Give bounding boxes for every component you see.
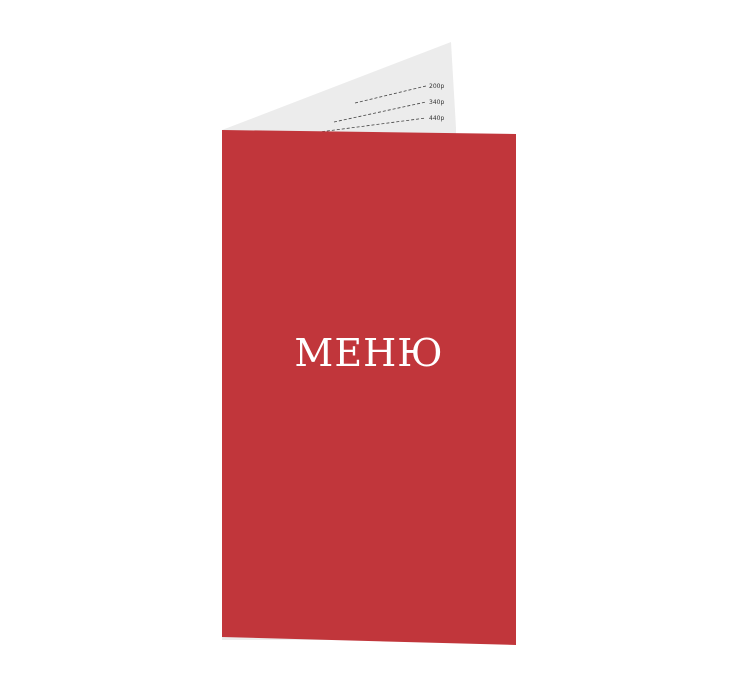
price-list: 200p 340p 440p — [311, 83, 444, 134]
price-label: 200p — [429, 83, 444, 90]
price-label: 340p — [429, 99, 444, 106]
price-leader-line — [333, 101, 427, 123]
price-leader-line — [354, 85, 427, 104]
price-leader-line — [311, 117, 427, 134]
cover-title: МЕНЮ — [294, 331, 443, 375]
menu-cover — [222, 130, 516, 645]
price-label: 440p — [429, 115, 444, 122]
